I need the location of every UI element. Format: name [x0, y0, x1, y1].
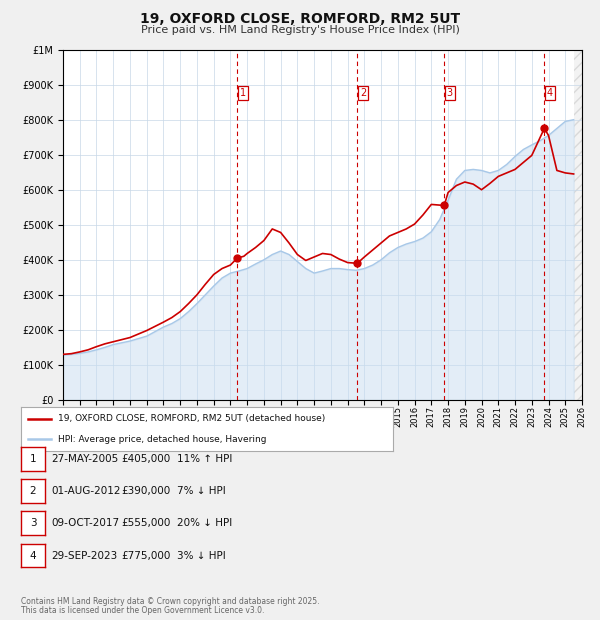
Text: £390,000: £390,000: [122, 486, 171, 496]
Text: 3% ↓ HPI: 3% ↓ HPI: [177, 551, 226, 560]
Text: Contains HM Land Registry data © Crown copyright and database right 2025.: Contains HM Land Registry data © Crown c…: [21, 597, 320, 606]
Text: 2: 2: [29, 486, 37, 496]
Text: This data is licensed under the Open Government Licence v3.0.: This data is licensed under the Open Gov…: [21, 606, 265, 615]
Text: 19, OXFORD CLOSE, ROMFORD, RM2 5UT (detached house): 19, OXFORD CLOSE, ROMFORD, RM2 5UT (deta…: [58, 414, 325, 423]
Text: 01-AUG-2012: 01-AUG-2012: [51, 486, 121, 496]
Text: 7% ↓ HPI: 7% ↓ HPI: [177, 486, 226, 496]
Text: 27-MAY-2005: 27-MAY-2005: [51, 454, 118, 464]
Text: HPI: Average price, detached house, Havering: HPI: Average price, detached house, Have…: [58, 435, 266, 444]
Text: £775,000: £775,000: [122, 551, 171, 560]
Text: £555,000: £555,000: [122, 518, 171, 528]
Text: 4: 4: [547, 89, 553, 99]
Text: 3: 3: [447, 89, 453, 99]
Text: £405,000: £405,000: [122, 454, 171, 464]
Text: 09-OCT-2017: 09-OCT-2017: [51, 518, 119, 528]
Text: 11% ↑ HPI: 11% ↑ HPI: [177, 454, 232, 464]
Text: 3: 3: [29, 518, 37, 528]
Text: 29-SEP-2023: 29-SEP-2023: [51, 551, 117, 560]
Text: 19, OXFORD CLOSE, ROMFORD, RM2 5UT: 19, OXFORD CLOSE, ROMFORD, RM2 5UT: [140, 12, 460, 27]
Text: 4: 4: [29, 551, 37, 560]
Text: 2: 2: [360, 89, 366, 99]
Text: 20% ↓ HPI: 20% ↓ HPI: [177, 518, 232, 528]
Text: 1: 1: [240, 89, 246, 99]
Text: 1: 1: [29, 454, 37, 464]
Text: Price paid vs. HM Land Registry's House Price Index (HPI): Price paid vs. HM Land Registry's House …: [140, 25, 460, 35]
